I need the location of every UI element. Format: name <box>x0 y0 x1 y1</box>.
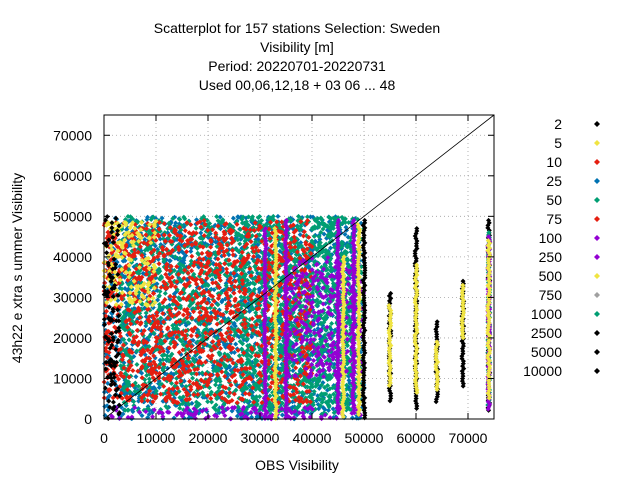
data-point <box>316 385 322 391</box>
data-point <box>197 354 203 360</box>
data-point <box>213 382 219 388</box>
data-point <box>122 285 128 291</box>
data-point <box>330 406 336 412</box>
data-point <box>126 218 132 224</box>
data-point <box>209 277 215 283</box>
data-point <box>290 368 296 374</box>
data-point <box>107 393 113 399</box>
data-point <box>346 377 352 383</box>
data-point <box>122 274 128 280</box>
data-point <box>208 396 214 402</box>
data-point <box>256 287 262 293</box>
data-point <box>188 248 194 254</box>
data-point <box>167 258 173 264</box>
data-point <box>195 250 201 256</box>
data-point <box>223 369 229 375</box>
data-point <box>215 302 221 308</box>
data-point <box>325 407 331 413</box>
data-point <box>131 399 137 405</box>
data-point <box>162 290 168 296</box>
data-point <box>123 300 129 306</box>
data-point <box>188 333 194 339</box>
data-point <box>226 363 232 369</box>
data-point <box>144 217 150 223</box>
data-point <box>139 413 145 419</box>
data-point <box>349 415 355 421</box>
data-point <box>217 214 223 220</box>
data-point <box>156 384 162 390</box>
data-point <box>134 348 140 354</box>
data-point <box>211 287 217 293</box>
data-point <box>146 411 152 417</box>
data-point <box>190 355 196 361</box>
title-line-2: Visibility [m] <box>260 39 334 55</box>
data-point <box>342 231 348 237</box>
data-point <box>343 224 349 230</box>
chart-title: Scatterplot for 157 stations Selection: … <box>154 20 440 93</box>
data-point <box>121 337 127 343</box>
data-point <box>134 362 140 368</box>
data-point <box>229 408 235 414</box>
title-line-3: Period: 20220701-20220731 <box>208 58 386 74</box>
data-point <box>133 374 139 380</box>
data-point <box>233 341 239 347</box>
data-point <box>159 215 165 221</box>
data-point <box>257 394 263 400</box>
data-point <box>130 368 136 374</box>
data-point <box>213 239 219 245</box>
data-point <box>125 407 131 413</box>
data-point <box>193 225 199 231</box>
data-point <box>156 261 162 267</box>
data-point <box>180 312 186 318</box>
data-point <box>205 399 211 405</box>
data-point <box>231 349 237 355</box>
data-point <box>146 376 152 382</box>
data-point <box>127 389 133 395</box>
data-point <box>198 230 204 236</box>
data-point <box>136 398 142 404</box>
data-point <box>183 253 189 259</box>
data-point <box>188 245 194 251</box>
data-point <box>275 213 281 219</box>
data-point <box>214 214 220 220</box>
data-point <box>279 412 285 418</box>
data-point <box>230 215 236 221</box>
data-point <box>165 365 171 371</box>
data-point <box>158 315 164 321</box>
data-point <box>224 309 230 315</box>
data-point <box>328 245 334 251</box>
data-point <box>205 296 211 302</box>
data-point <box>219 299 225 305</box>
data-point <box>165 349 171 355</box>
data-point <box>237 241 243 247</box>
data-point <box>209 399 215 405</box>
data-point <box>249 334 255 340</box>
data-point <box>298 240 304 246</box>
data-point <box>234 413 240 419</box>
data-point <box>234 332 240 338</box>
data-point <box>233 387 239 393</box>
title-line-1: Scatterplot for 157 stations Selection: … <box>154 20 440 36</box>
data-point <box>190 375 196 381</box>
data-point <box>246 269 252 275</box>
title-line-4: Used 00,06,12,18 + 03 06 ... 48 <box>199 77 396 93</box>
